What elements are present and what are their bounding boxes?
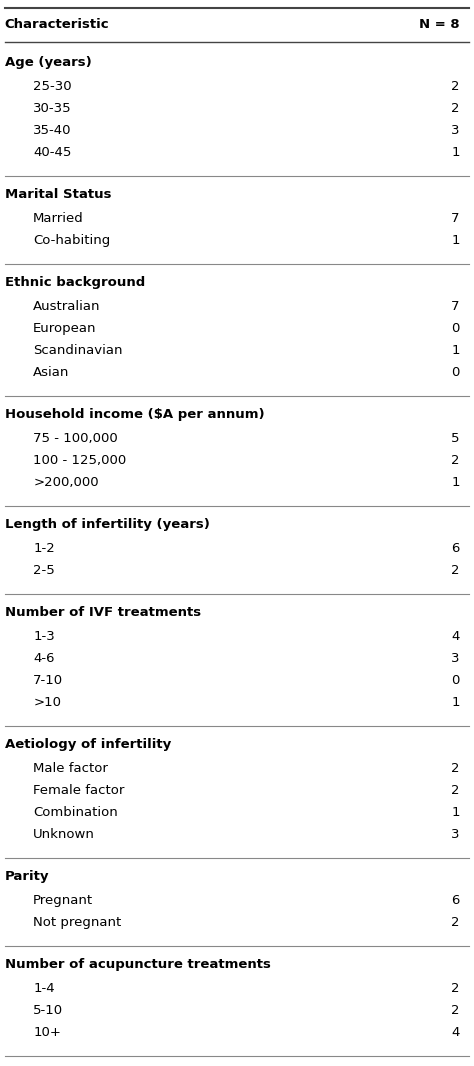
Text: Co-habiting: Co-habiting <box>33 235 110 247</box>
Text: European: European <box>33 322 97 335</box>
Text: 5: 5 <box>451 432 460 445</box>
Text: 2: 2 <box>451 102 460 115</box>
Text: 7: 7 <box>451 300 460 313</box>
Text: Parity: Parity <box>5 870 49 883</box>
Text: 2: 2 <box>451 1004 460 1017</box>
Text: 1: 1 <box>451 235 460 247</box>
Text: Unknown: Unknown <box>33 828 95 841</box>
Text: 3: 3 <box>451 124 460 138</box>
Text: Married: Married <box>33 212 84 225</box>
Text: 10+: 10+ <box>33 1025 61 1039</box>
Text: Australian: Australian <box>33 300 100 313</box>
Text: Number of acupuncture treatments: Number of acupuncture treatments <box>5 958 271 971</box>
Text: 75 - 100,000: 75 - 100,000 <box>33 432 118 445</box>
Text: 1: 1 <box>451 696 460 709</box>
Text: 2: 2 <box>451 762 460 775</box>
Text: 25-30: 25-30 <box>33 80 72 93</box>
Text: 2: 2 <box>451 80 460 93</box>
Text: 1: 1 <box>451 344 460 357</box>
Text: 40-45: 40-45 <box>33 146 72 159</box>
Text: 100 - 125,000: 100 - 125,000 <box>33 454 127 467</box>
Text: 6: 6 <box>451 542 460 555</box>
Text: 1: 1 <box>451 806 460 819</box>
Text: >200,000: >200,000 <box>33 477 99 489</box>
Text: N = 8: N = 8 <box>419 18 460 31</box>
Text: 1: 1 <box>451 477 460 489</box>
Text: Not pregnant: Not pregnant <box>33 916 121 928</box>
Text: Combination: Combination <box>33 806 118 819</box>
Text: 7-10: 7-10 <box>33 674 64 687</box>
Text: Male factor: Male factor <box>33 762 108 775</box>
Text: 3: 3 <box>451 828 460 841</box>
Text: Pregnant: Pregnant <box>33 894 93 907</box>
Text: 5-10: 5-10 <box>33 1004 64 1017</box>
Text: Scandinavian: Scandinavian <box>33 344 123 357</box>
Text: 2-5: 2-5 <box>33 564 55 577</box>
Text: 0: 0 <box>451 674 460 687</box>
Text: 7: 7 <box>451 212 460 225</box>
Text: Marital Status: Marital Status <box>5 188 111 201</box>
Text: Age (years): Age (years) <box>5 56 91 69</box>
Text: Ethnic background: Ethnic background <box>5 276 145 289</box>
Text: 2: 2 <box>451 564 460 577</box>
Text: >10: >10 <box>33 696 61 709</box>
Text: Female factor: Female factor <box>33 784 125 797</box>
Text: 6: 6 <box>451 894 460 907</box>
Text: 35-40: 35-40 <box>33 124 72 138</box>
Text: 30-35: 30-35 <box>33 102 72 115</box>
Text: 4-6: 4-6 <box>33 652 55 665</box>
Text: 4: 4 <box>451 630 460 643</box>
Text: 4: 4 <box>451 1025 460 1039</box>
Text: 0: 0 <box>451 366 460 379</box>
Text: Household income ($A per annum): Household income ($A per annum) <box>5 408 264 421</box>
Text: 2: 2 <box>451 454 460 467</box>
Text: Length of infertility (years): Length of infertility (years) <box>5 518 210 531</box>
Text: 1: 1 <box>451 146 460 159</box>
Text: 3: 3 <box>451 652 460 665</box>
Text: 2: 2 <box>451 784 460 797</box>
Text: 1-3: 1-3 <box>33 630 55 643</box>
Text: 1-4: 1-4 <box>33 982 55 995</box>
Text: Characteristic: Characteristic <box>5 18 109 31</box>
Text: Aetiology of infertility: Aetiology of infertility <box>5 738 171 752</box>
Text: 2: 2 <box>451 982 460 995</box>
Text: Number of IVF treatments: Number of IVF treatments <box>5 605 201 619</box>
Text: 0: 0 <box>451 322 460 335</box>
Text: 1-2: 1-2 <box>33 542 55 555</box>
Text: 2: 2 <box>451 916 460 928</box>
Text: Asian: Asian <box>33 366 70 379</box>
